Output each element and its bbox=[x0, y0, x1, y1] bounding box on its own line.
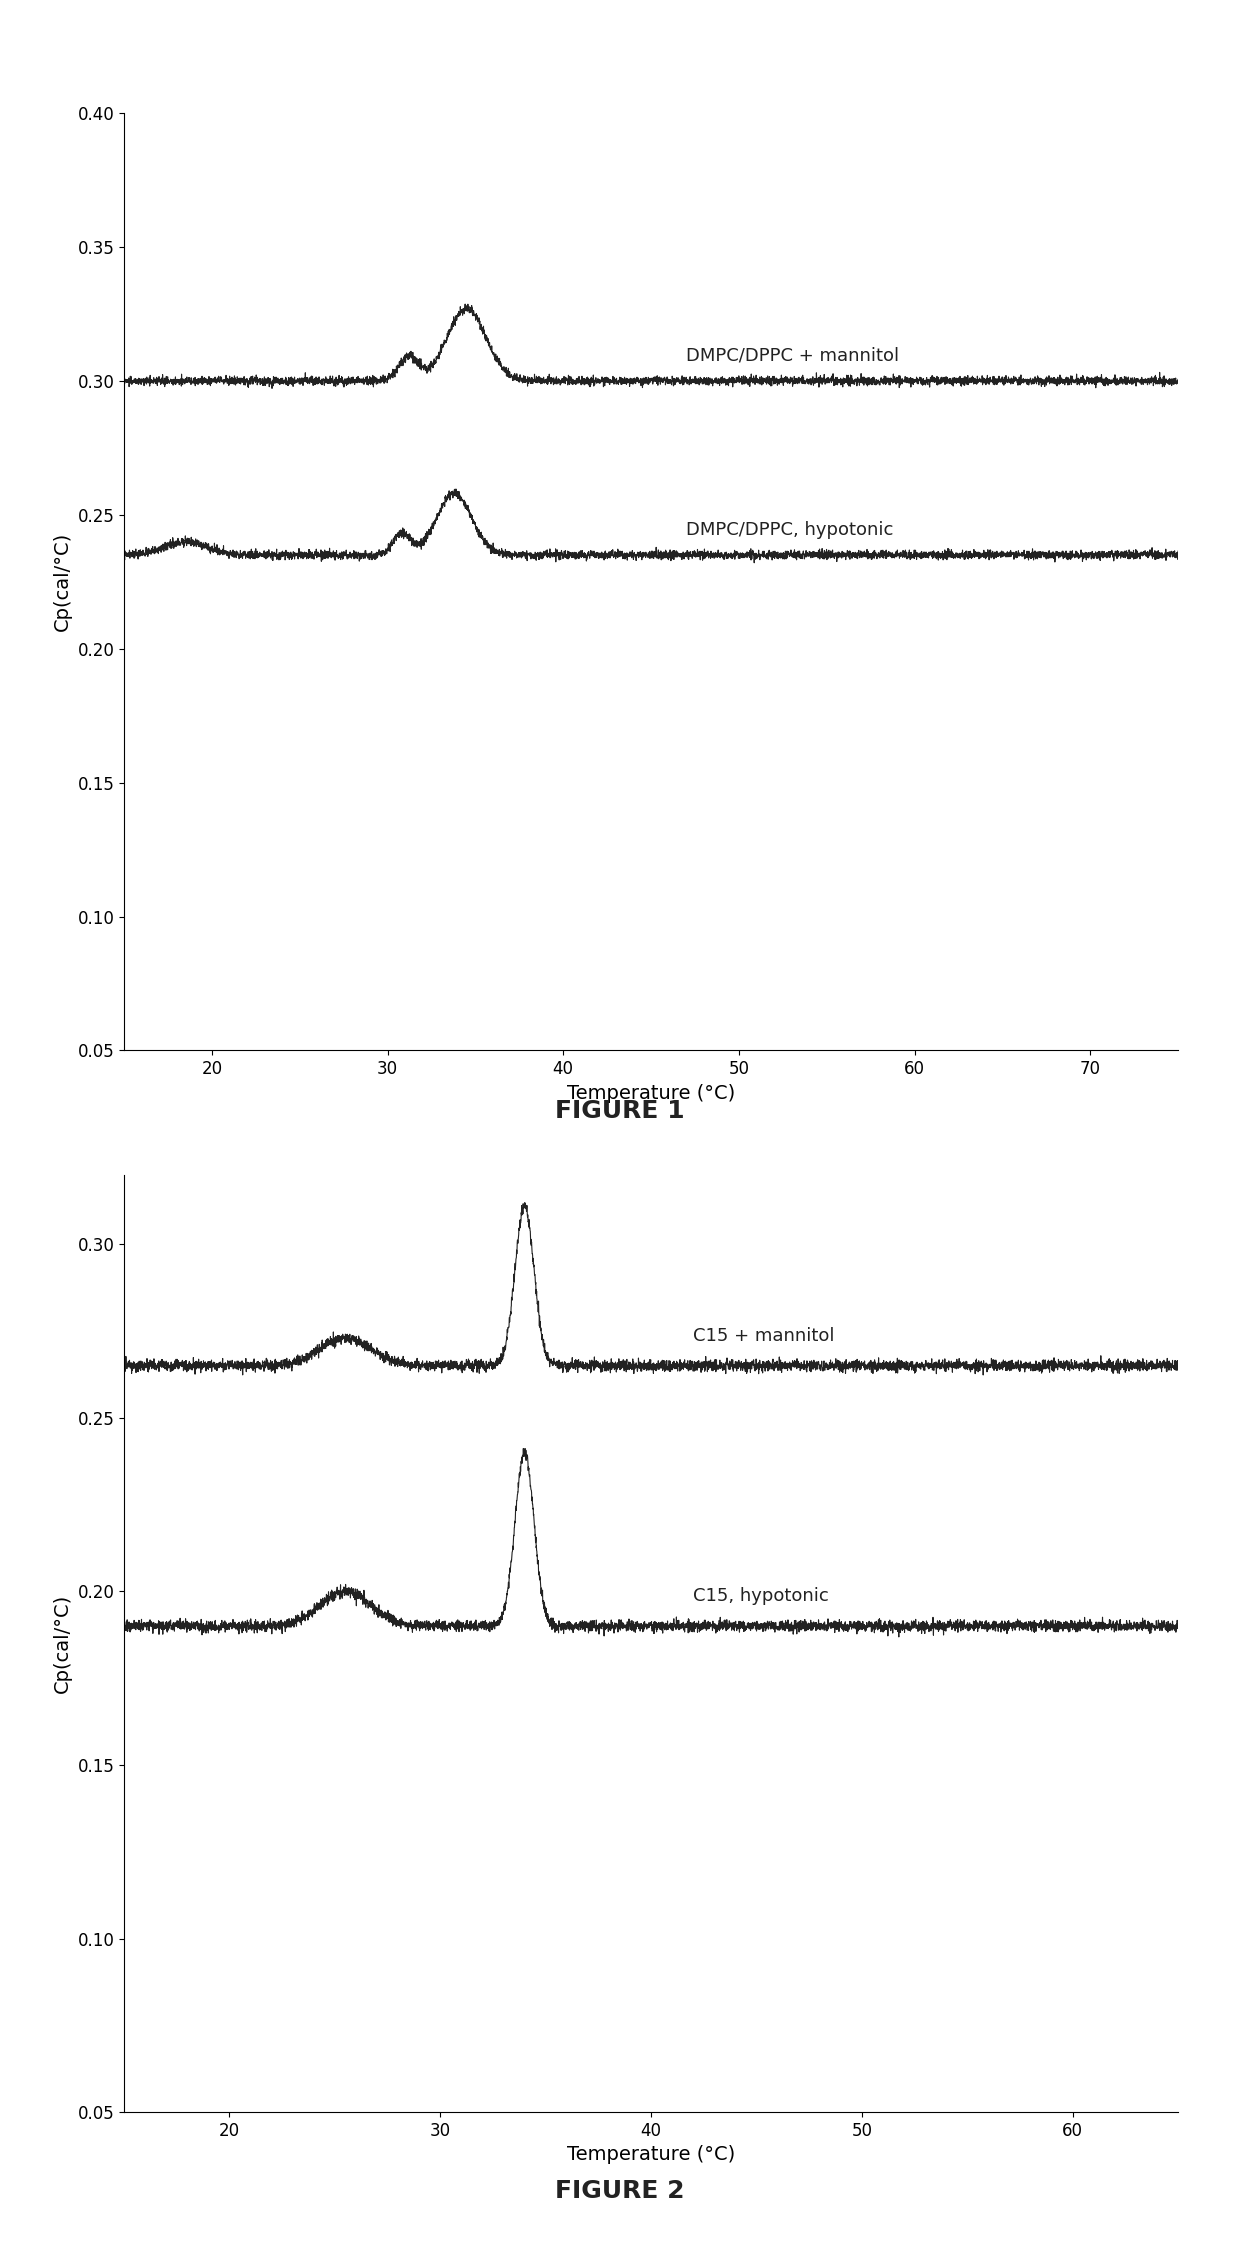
Text: DMPC/DPPC + mannitol: DMPC/DPPC + mannitol bbox=[686, 346, 899, 364]
Text: C15 + mannitol: C15 + mannitol bbox=[693, 1326, 835, 1344]
Text: C15, hypotonic: C15, hypotonic bbox=[693, 1588, 828, 1606]
Y-axis label: Cp(cal/°C): Cp(cal/°C) bbox=[53, 1595, 72, 1692]
X-axis label: Temperature (°C): Temperature (°C) bbox=[567, 2146, 735, 2164]
Text: FIGURE 1: FIGURE 1 bbox=[556, 1100, 684, 1123]
Text: FIGURE 2: FIGURE 2 bbox=[556, 2180, 684, 2203]
Y-axis label: Cp(cal/°C): Cp(cal/°C) bbox=[53, 533, 72, 630]
X-axis label: Temperature (°C): Temperature (°C) bbox=[567, 1084, 735, 1102]
Text: DMPC/DPPC, hypotonic: DMPC/DPPC, hypotonic bbox=[686, 522, 894, 540]
